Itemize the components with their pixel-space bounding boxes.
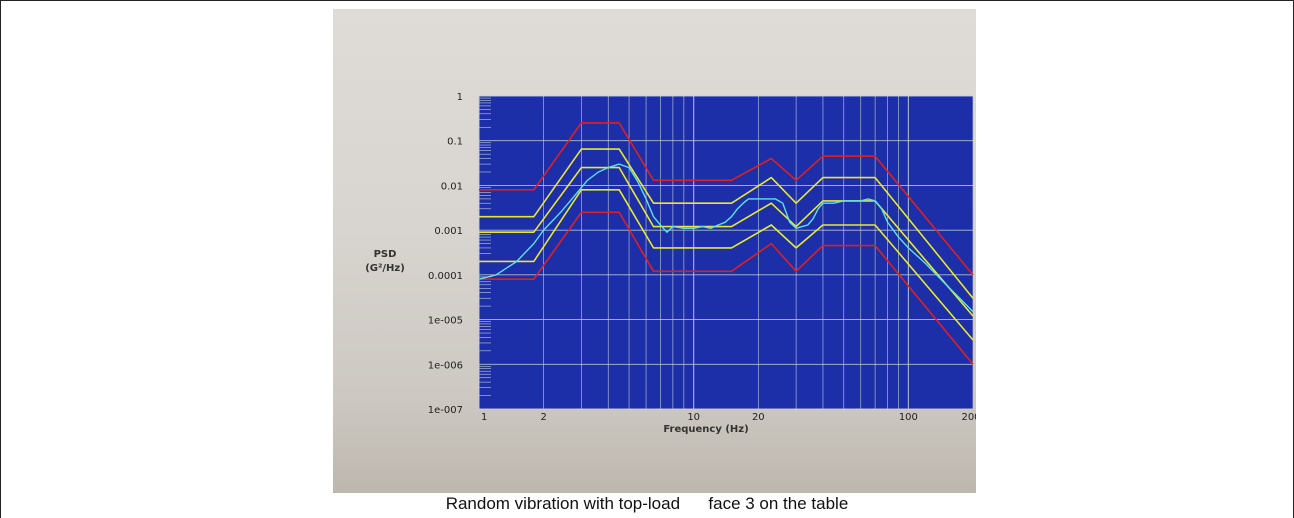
series-line-2	[479, 166, 974, 317]
series-line-5	[478, 163, 974, 313]
series-line-1	[479, 148, 974, 299]
y-tick-label: 1e-006	[428, 360, 463, 371]
x-axis-label: Frequency (Hz)	[663, 424, 748, 435]
x-tick-label: 2	[540, 412, 546, 423]
y-tick-label: 0.001	[434, 226, 463, 237]
y-tick-label: 0.1	[447, 137, 463, 148]
chart-photo: 1 2 10 20 100 200 1 0.1 0.01 0.001 0.0001 1e-005 1e-…	[333, 9, 976, 493]
series-line-0	[479, 122, 974, 276]
x-tick-label: 10	[687, 412, 700, 423]
series-layer	[478, 122, 974, 365]
grid-lines	[478, 95, 974, 410]
y-axis-label: PSD	[374, 249, 397, 260]
tick-labels: 1 2 10 20 100 200 1 0.1 0.01 0.001 0.0001 1e-005 1e-…	[428, 92, 976, 423]
y-tick-label: 1	[457, 92, 463, 103]
plot-area	[479, 96, 973, 409]
x-tick-label: 1	[481, 412, 487, 423]
y-tick-label: 1e-005	[428, 316, 463, 327]
y-tick-label: 0.0001	[428, 271, 463, 282]
series-line-4	[479, 211, 974, 365]
y-tick-label: 1e-007	[428, 405, 463, 416]
x-tick-label: 100	[899, 412, 918, 423]
psd-chart: 1 2 10 20 100 200 1 0.1 0.01 0.001 0.0001 1e-005 1e-…	[365, 92, 976, 435]
y-tick-label: 0.01	[441, 181, 463, 192]
x-tick-label: 200	[961, 412, 976, 423]
y-axis-unit-label: (G²/Hz)	[365, 263, 405, 274]
x-tick-label: 20	[752, 412, 765, 423]
figure-caption: Random vibration with top-load face 3 on…	[445, 494, 849, 513]
series-line-3	[479, 189, 974, 341]
